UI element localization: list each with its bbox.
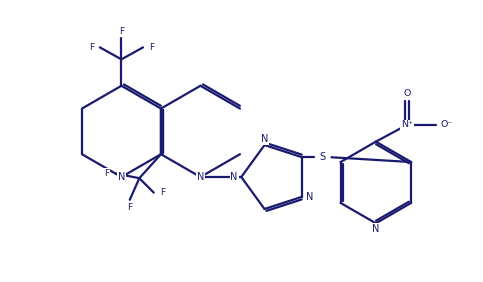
Text: O: O (403, 89, 411, 98)
Text: N: N (306, 192, 313, 202)
Text: N⁺: N⁺ (401, 120, 413, 129)
Text: N: N (261, 134, 268, 144)
Text: F: F (88, 43, 94, 52)
Text: F: F (104, 169, 109, 178)
Text: S: S (320, 152, 326, 162)
Text: N: N (230, 172, 238, 182)
Text: N: N (118, 172, 125, 182)
Text: N: N (372, 224, 380, 234)
Text: N: N (197, 172, 204, 182)
Text: F: F (160, 188, 165, 197)
Text: F: F (149, 43, 154, 52)
Text: F: F (127, 202, 132, 212)
Text: F: F (119, 27, 124, 36)
Text: O⁻: O⁻ (440, 120, 453, 129)
